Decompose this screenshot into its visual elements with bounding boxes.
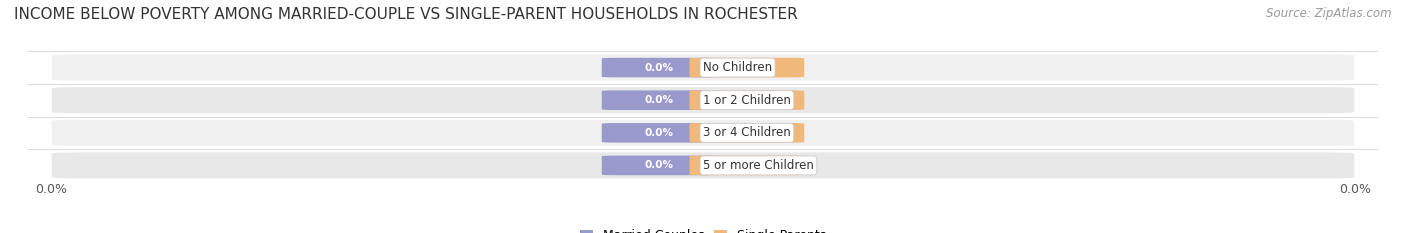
FancyBboxPatch shape [52,87,1354,113]
Text: 0.0%: 0.0% [1339,183,1371,196]
Text: 0.0%: 0.0% [644,95,673,105]
Text: No Children: No Children [703,61,772,74]
Text: 0.0%: 0.0% [733,95,762,105]
FancyBboxPatch shape [689,156,804,175]
Text: 3 or 4 Children: 3 or 4 Children [703,126,790,139]
FancyBboxPatch shape [602,156,717,175]
Legend: Married Couples, Single Parents: Married Couples, Single Parents [575,224,831,233]
FancyBboxPatch shape [602,123,717,143]
FancyBboxPatch shape [689,90,804,110]
FancyBboxPatch shape [689,58,804,77]
Text: 0.0%: 0.0% [733,128,762,138]
Text: 0.0%: 0.0% [644,63,673,72]
Text: 0.0%: 0.0% [644,161,673,170]
Text: Source: ZipAtlas.com: Source: ZipAtlas.com [1267,7,1392,20]
Text: INCOME BELOW POVERTY AMONG MARRIED-COUPLE VS SINGLE-PARENT HOUSEHOLDS IN ROCHEST: INCOME BELOW POVERTY AMONG MARRIED-COUPL… [14,7,797,22]
FancyBboxPatch shape [602,58,717,77]
Text: 0.0%: 0.0% [733,161,762,170]
Text: 0.0%: 0.0% [644,128,673,138]
FancyBboxPatch shape [602,90,717,110]
Text: 5 or more Children: 5 or more Children [703,159,814,172]
Text: 0.0%: 0.0% [35,183,67,196]
FancyBboxPatch shape [689,123,804,143]
Text: 0.0%: 0.0% [733,63,762,72]
Text: 1 or 2 Children: 1 or 2 Children [703,94,790,107]
FancyBboxPatch shape [52,120,1354,146]
FancyBboxPatch shape [52,55,1354,81]
FancyBboxPatch shape [52,152,1354,178]
